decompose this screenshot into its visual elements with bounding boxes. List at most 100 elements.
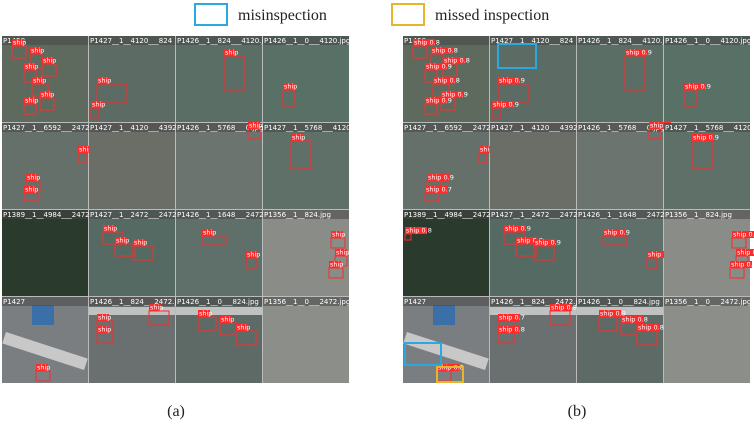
detection-label-bg [732,231,754,238]
tile-title: P1427__1__6592___2472.jpg [3,124,103,132]
detection-label: ship [98,326,111,334]
detection-label-bg [684,83,706,90]
detection-label: ship [33,77,46,85]
tile-title-bg [89,123,175,132]
legend-label: missed inspection [435,7,549,24]
detection-label: ship 0.8 [499,326,525,334]
detection-label-bg [603,229,625,236]
tile-title-bg [89,210,175,219]
tile-title: P1389__1__4984___2472.jpg [3,211,103,219]
tile-title: P1389__1__4984___2472.jpg [404,211,504,219]
detection-label: ship [25,186,38,194]
detection-label-bg [504,225,526,232]
detection-label-bg [498,77,520,84]
pier [32,305,54,325]
road [403,332,489,370]
detection-label: ship [92,101,105,109]
detection-label-bg [550,304,572,311]
tile-title: P1426__1__824___4120.jpg [177,37,272,45]
detection-label-bg [498,326,520,333]
detection-label: ship 0.9 [626,49,652,57]
detection-label: ship 0.8 [622,316,648,324]
tile-title-bg [577,210,663,219]
tile-title: P1427 [404,298,426,306]
misinspection-box [404,342,442,366]
image-tile: P1428shipshipshipshipshipshipship [2,36,88,122]
tile-title: P1356__1__0___2472.jpg [264,298,350,306]
detection-label-bg [78,146,90,153]
detection-label-bg [736,249,754,256]
tile-title-bg [490,123,576,132]
tile-title: P1427 [3,298,25,306]
detection-label: ship 0.7 [517,237,543,245]
detection-label: ship [249,122,262,130]
tile-title-bg [89,297,175,306]
detection-label-bg [133,239,145,246]
image-tile: P1356__1__0___2472.jpg [263,297,350,383]
tile-title-bg [577,123,663,132]
detection-label-bg [534,239,556,246]
tile-title: P1427__1__6592___2472.jpg [404,124,504,132]
tile-image [577,36,663,122]
road [89,307,175,315]
tile-title: P1427__1__5768___4120.jpg [264,124,364,132]
road [176,307,262,315]
tile-title: P1426__1__1648___2472.jpg [177,211,277,219]
tile-title: P1356__1__0___2472.jpg [665,298,751,306]
tile-title-bg [176,123,262,132]
detection-label-bg [625,49,647,56]
tile-title: P1426__1__1648___2472.jpg [578,211,678,219]
detection-label-bg [427,174,449,181]
detection-label-bg [283,83,295,90]
detection-label-bg [42,57,54,64]
detection-label: ship 0.8 [414,39,440,47]
tile-image [176,36,262,122]
detection-label-bg [425,186,447,193]
detection-label-bg [24,63,36,70]
legend-label: misinspection [238,7,327,24]
detection-label: ship [336,249,349,257]
pier [433,305,455,325]
tile-image [263,36,349,122]
legend-swatch-missed [391,3,425,26]
image-tile: P1427 ship [2,297,88,383]
detection-label: ship 0.8 [444,57,470,65]
tile-title: P1427__1__5768___4120.jpg [665,124,754,132]
detection-label: ship [27,174,40,182]
detection-label: ship [199,310,212,318]
detection-label: ship 0.9 [442,91,468,99]
detection-label-bg [97,314,109,321]
detection-label-bg [649,122,671,129]
tile-title-bg [263,297,349,306]
tile-title: P1427__1__4120___4392 [90,124,177,132]
detection-label-bg [97,77,109,84]
detection-label-bg [441,91,463,98]
panel-label: (a) [167,403,185,420]
tile-image [263,297,349,383]
tile-title-bg [2,36,88,45]
detection-label: ship 0.9 [493,101,519,109]
detection-label: ship [150,304,163,312]
detection-label: ship 0.8 [434,77,460,85]
detection-label-bg [692,134,714,141]
detection-label: ship [98,77,111,85]
detection-label-bg [329,261,341,268]
detection-label-bg [331,231,343,238]
tile-image [2,210,88,296]
misinspection-box [497,43,537,69]
detection-label-bg [291,134,303,141]
tile-image [89,210,175,296]
detection-label-bg [40,91,52,98]
detection-label: ship [332,231,345,239]
detection-label: ship [292,134,305,142]
detection-label-bg [647,251,669,258]
